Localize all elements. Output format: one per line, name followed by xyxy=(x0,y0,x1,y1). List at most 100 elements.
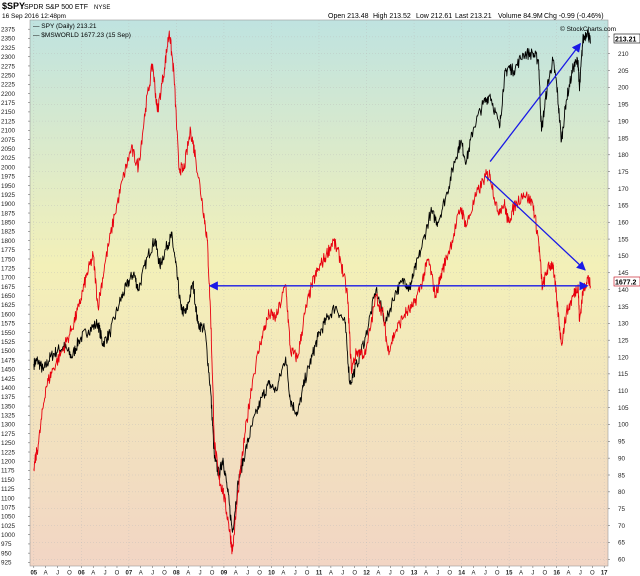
legend-msworld: — $MSWORLD 1677.23 (15 Sep) xyxy=(33,32,131,39)
left-tick-label: 1875 xyxy=(1,210,16,217)
x-tick-label: J xyxy=(56,571,59,576)
trend-arrow xyxy=(489,42,581,162)
x-tick-label: 17 xyxy=(601,571,608,576)
left-tick-label: 1050 xyxy=(1,514,16,521)
spy-last-tag-label: 213.21 xyxy=(615,37,637,44)
left-tick-label: 1650 xyxy=(1,293,16,300)
x-tick-label: A xyxy=(471,571,475,576)
x-tick-label: A xyxy=(567,571,571,576)
left-tick-label: 1375 xyxy=(1,394,16,401)
left-tick-label: 2075 xyxy=(1,137,16,144)
left-tick-label: 2350 xyxy=(1,36,16,43)
right-tick-label: 120 xyxy=(618,354,629,361)
right-tick-label: 210 xyxy=(618,51,629,58)
left-axis: 925 950 975 1000 1025 1050 1075 1100 1125 1150 117… xyxy=(1,26,30,567)
msworld-last-tag-label: 1677.2 xyxy=(615,280,637,287)
left-tick-label: 2250 xyxy=(1,72,16,79)
left-tick-label: 1525 xyxy=(1,339,16,346)
x-tick-label: A xyxy=(519,571,523,576)
ticker-symbol: $SPY xyxy=(2,1,25,11)
right-tick-label: 95 xyxy=(618,439,626,446)
left-tick-label: 1675 xyxy=(1,284,16,291)
left-tick-label: 2125 xyxy=(1,118,16,125)
left-tick-label: 1400 xyxy=(1,385,16,392)
right-tick-label: 75 xyxy=(618,506,626,513)
right-tick-label: 125 xyxy=(618,337,629,344)
x-tick-label: O xyxy=(67,571,72,576)
msworld-last-tag: 1677.2 xyxy=(613,276,640,287)
left-tick-label: 1900 xyxy=(1,201,16,208)
x-tick-label: A xyxy=(139,571,143,576)
x-tick-label: J xyxy=(151,571,154,576)
x-tick-label: J xyxy=(484,571,487,576)
x-tick-label: J xyxy=(246,571,249,576)
volume-value: Volume 84.9M xyxy=(498,13,543,20)
x-tick-label: A xyxy=(329,571,333,576)
right-tick-label: 90 xyxy=(618,455,626,462)
x-tick-label: 06 xyxy=(78,571,85,576)
right-axis: 60 65 70 75 80 85 90 95 100 105 110 115 120 125 130 135… xyxy=(608,34,629,564)
right-tick-label: 80 xyxy=(618,489,626,496)
right-tick-label: 205 xyxy=(618,68,629,75)
left-tick-label: 2275 xyxy=(1,63,16,70)
x-tick-label: 14 xyxy=(458,571,465,576)
right-tick-label: 165 xyxy=(618,203,629,210)
x-tick-label: J xyxy=(341,571,344,576)
x-tick-label: 10 xyxy=(268,571,275,576)
right-tick-label: 195 xyxy=(618,102,629,109)
left-tick-label: 1075 xyxy=(1,504,16,511)
x-tick-label: A xyxy=(44,571,48,576)
left-tick-label: 1925 xyxy=(1,192,16,199)
high-value: High 213.52 xyxy=(373,13,411,20)
left-tick-label: 1200 xyxy=(1,459,16,466)
left-tick-label: 2200 xyxy=(1,91,16,98)
last-value: Last 213.21 xyxy=(455,13,492,20)
left-tick-label: 1250 xyxy=(1,440,16,447)
legend-spy: — SPY (Daily) 213.21 xyxy=(33,23,97,30)
right-tick-label: 105 xyxy=(618,405,629,412)
left-tick-label: 2000 xyxy=(1,164,16,171)
watermark: © StockCharts.com xyxy=(560,25,616,33)
left-tick-label: 1475 xyxy=(1,357,16,364)
left-tick-label: 1300 xyxy=(1,422,16,429)
x-tick-label: O xyxy=(542,571,547,576)
left-tick-label: 1775 xyxy=(1,247,16,254)
x-tick-label: 15 xyxy=(506,571,513,576)
trend-arrow xyxy=(484,175,586,271)
x-tick-label: 12 xyxy=(363,571,370,576)
x-tick-label: 13 xyxy=(411,571,418,576)
right-tick-label: 155 xyxy=(618,236,629,243)
right-tick-label: 130 xyxy=(618,321,629,328)
x-axis: 05 A J O 06 A J O 07 A J O 08 A J O 09 A J O 10 A J O 11 A J O 12 A J O… xyxy=(30,566,608,576)
x-tick-label: O xyxy=(400,571,405,576)
left-tick-label: 1550 xyxy=(1,330,16,337)
left-tick-label: 1600 xyxy=(1,311,16,318)
left-tick-label: 1025 xyxy=(1,523,16,530)
x-tick-label: O xyxy=(162,571,167,576)
right-tick-label: 135 xyxy=(618,304,629,311)
right-tick-label: 65 xyxy=(618,540,626,547)
right-tick-label: 70 xyxy=(618,523,626,530)
left-tick-label: 2300 xyxy=(1,54,16,61)
x-tick-label: A xyxy=(281,571,285,576)
grid xyxy=(30,20,608,566)
right-tick-label: 185 xyxy=(618,135,629,142)
right-tick-label: 100 xyxy=(618,422,629,429)
left-tick-label: 1125 xyxy=(1,486,15,493)
annotations xyxy=(208,42,589,291)
right-tick-label: 145 xyxy=(618,270,629,277)
x-tick-label: J xyxy=(389,571,392,576)
right-tick-label: 85 xyxy=(618,472,626,479)
left-tick-label: 1725 xyxy=(1,265,16,272)
left-tick-label: 1100 xyxy=(1,495,15,502)
right-tick-label: 150 xyxy=(618,253,629,260)
x-tick-label: A xyxy=(376,571,380,576)
x-tick-label: 05 xyxy=(30,571,37,576)
x-tick-label: A xyxy=(424,571,428,576)
left-tick-label: 2100 xyxy=(1,128,16,135)
left-tick-label: 2150 xyxy=(1,109,16,116)
left-tick-label: 1150 xyxy=(1,477,15,484)
left-tick-label: 1000 xyxy=(1,532,16,539)
open-value: Open 213.48 xyxy=(328,13,369,20)
